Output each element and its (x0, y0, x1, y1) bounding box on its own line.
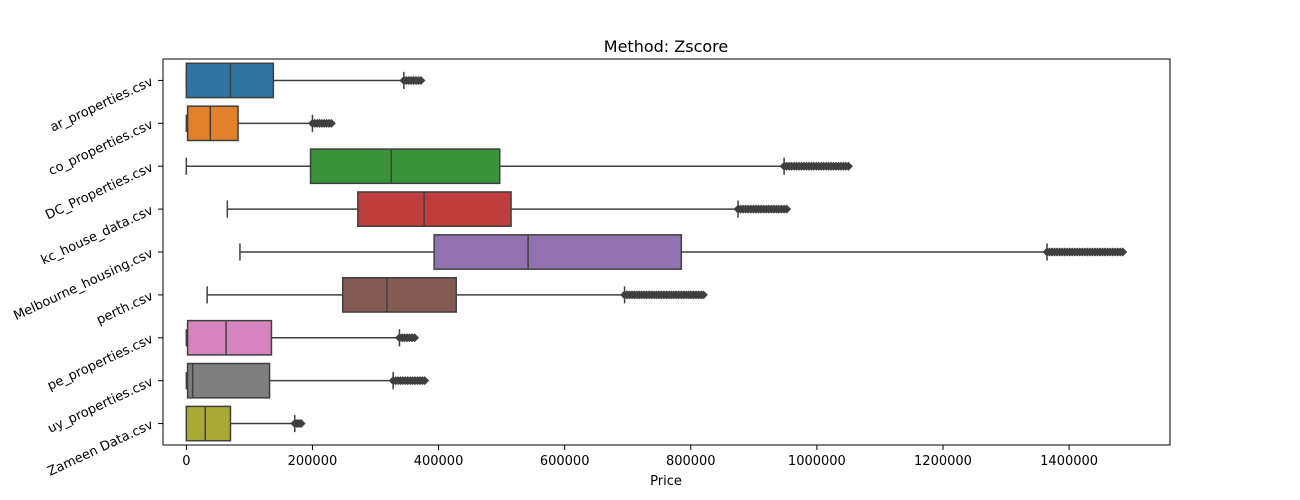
box-group (206, 276, 708, 313)
outlier-point (1118, 247, 1128, 257)
y-axis: ar_properties.csvco_properties.csvDC_Pro… (11, 74, 163, 480)
outlier-point (698, 290, 708, 300)
y-tick-label: perth.csv (94, 289, 156, 328)
outlier-point (296, 419, 306, 429)
box (309, 148, 501, 185)
x-tick-label: 200000 (288, 454, 338, 469)
box-group (185, 362, 430, 399)
box (185, 405, 232, 442)
plot-area (185, 62, 1128, 442)
x-tick-label: 1200000 (914, 454, 972, 469)
box-group (185, 105, 336, 142)
outlier-point (420, 376, 430, 386)
box-group (185, 148, 853, 185)
outlier-point (416, 75, 426, 85)
x-tick-label: 1000000 (788, 454, 846, 469)
outlier-point (843, 161, 853, 171)
box (186, 319, 273, 356)
outlier-point (326, 118, 336, 128)
x-tick-label: 400000 (414, 454, 464, 469)
x-tick-label: 0 (182, 454, 190, 469)
outlier-point (410, 333, 420, 343)
box (186, 105, 239, 142)
box-group (185, 62, 426, 99)
box (186, 362, 271, 399)
box-group (185, 405, 306, 442)
box (357, 191, 512, 228)
box-group (239, 234, 1128, 270)
x-tick-label: 1400000 (1040, 454, 1098, 469)
x-tick-label: 800000 (666, 454, 716, 469)
x-axis-label: Price (650, 474, 682, 489)
box (341, 276, 457, 313)
outlier-point (782, 204, 792, 214)
x-axis: 0 200000 400000 600000 800000 1000000 1200000 1… (182, 445, 1098, 469)
box-group (185, 319, 420, 356)
box (433, 234, 683, 270)
x-tick-label: 600000 (540, 454, 590, 469)
chart-title: Method: Zscore (604, 37, 728, 56)
box-group (226, 191, 792, 228)
